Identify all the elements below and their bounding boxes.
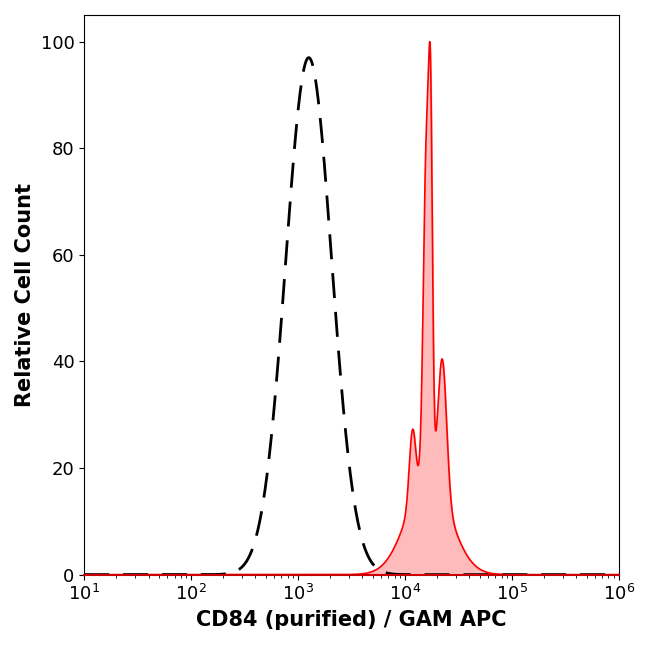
X-axis label: CD84 (purified) / GAM APC: CD84 (purified) / GAM APC [196, 610, 507, 630]
Y-axis label: Relative Cell Count: Relative Cell Count [15, 183, 35, 407]
